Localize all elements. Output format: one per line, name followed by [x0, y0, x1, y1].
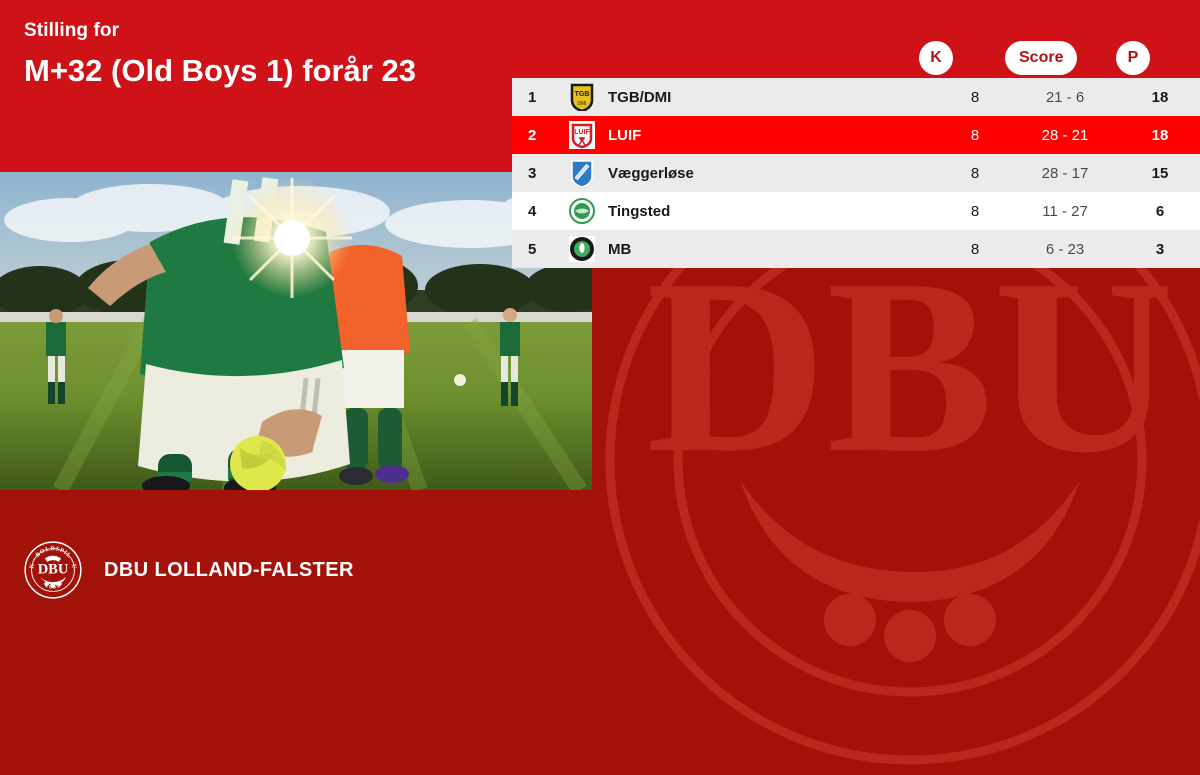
svg-text:DBU: DBU [646, 228, 1174, 505]
dbu-crest-icon: DANSK · BOLDSPIL · UNION 1889 DBU [21, 537, 82, 599]
row-points: 18 [1151, 126, 1169, 144]
row-position: 1 [528, 88, 537, 106]
row-position: 5 [528, 240, 537, 258]
row-position: 3 [528, 164, 537, 182]
table-header-row: K Score P [512, 38, 1200, 78]
row-team-name: Væggerløse [608, 164, 694, 182]
standings-table: K Score P 1 TGB DMI TGB/DMI 8 21 - 6 18 … [512, 38, 1200, 268]
row-matches: 8 [970, 126, 980, 144]
table-row[interactable]: 3 Væggerløse 8 28 - 17 15 [512, 154, 1200, 192]
svg-text:DMI: DMI [577, 101, 586, 107]
row-score: 6 - 23 [1045, 240, 1085, 258]
column-header-score: Score [1005, 41, 1078, 75]
vaeggerlose-crest-icon [560, 159, 604, 187]
row-score: 28 - 17 [1041, 164, 1089, 182]
row-points: 3 [1155, 240, 1165, 258]
row-team-name: LUIF [608, 126, 642, 144]
football-photo [0, 172, 592, 490]
page-title: M+32 (Old Boys 1) forår 23 [24, 52, 416, 88]
row-matches: 8 [970, 164, 980, 182]
row-position: 4 [528, 202, 537, 220]
table-row[interactable]: 1 TGB DMI TGB/DMI 8 21 - 6 18 [512, 78, 1200, 116]
page-kicker: Stilling for [24, 20, 120, 41]
footer-bar: DANSK · BOLDSPIL · UNION 1889 DBU DBU LO… [0, 510, 1200, 630]
luif-crest-icon: LUIF [560, 121, 604, 149]
row-team-name: TGB/DMI [608, 88, 672, 106]
row-matches: 8 [970, 202, 980, 220]
table-row[interactable]: 5 MB 8 6 - 23 3 [512, 230, 1200, 268]
organization-name: DBU LOLLAND-FALSTER [104, 558, 354, 581]
row-matches: 8 [970, 240, 980, 258]
table-row[interactable]: 4 Tingsted 8 11 - 27 6 [512, 192, 1200, 230]
tingsted-crest-icon [560, 198, 604, 224]
svg-text:DBU: DBU [38, 561, 69, 577]
table-row[interactable]: 2 LUIF LUIF 8 28 - 21 18 [512, 116, 1200, 154]
column-header-p: P [1116, 41, 1150, 75]
row-points: 6 [1155, 202, 1165, 220]
mb-crest-icon [560, 236, 604, 262]
header-text-group: Stilling for M+32 (Old Boys 1) forår 23 [24, 20, 494, 89]
row-position: 2 [528, 126, 537, 144]
row-score: 11 - 27 [1042, 202, 1088, 220]
row-score: 21 - 6 [1045, 88, 1085, 106]
row-points: 18 [1151, 88, 1169, 106]
row-team-name: MB [608, 240, 632, 258]
svg-text:TGB: TGB [575, 91, 590, 98]
row-matches: 8 [970, 88, 980, 106]
svg-text:LUIF: LUIF [574, 129, 590, 136]
row-score: 28 - 21 [1041, 126, 1089, 144]
row-points: 15 [1151, 164, 1169, 182]
tgb-dmi-crest-icon: TGB DMI [560, 83, 604, 111]
column-header-k: K [919, 41, 953, 75]
row-team-name: Tingsted [608, 202, 671, 220]
